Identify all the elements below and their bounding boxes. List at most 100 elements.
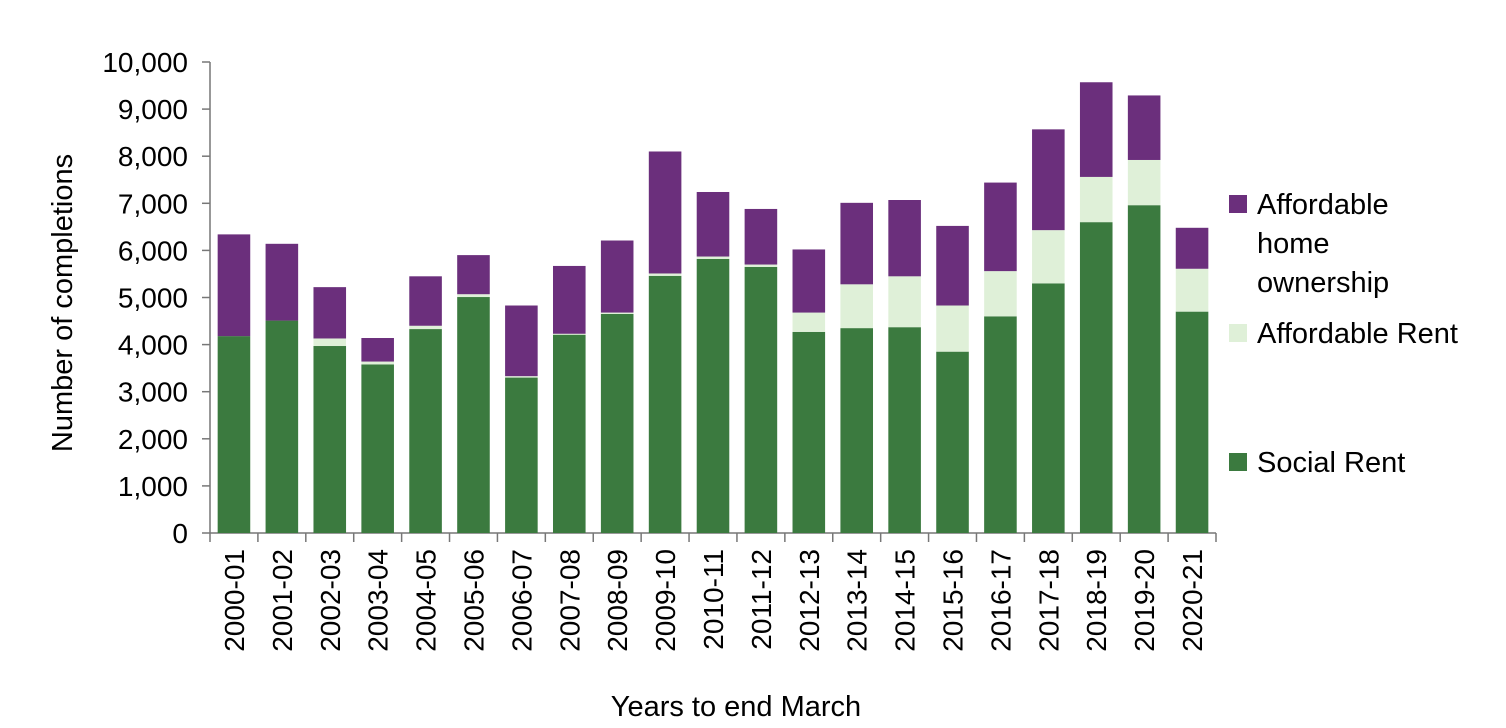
- x-tick-label: 2016-17: [985, 549, 1016, 652]
- bar-social-rent-2015-16: [936, 351, 969, 533]
- legend-swatch-affordable-rent: [1229, 324, 1247, 342]
- x-tick-label: 2010-11: [698, 549, 729, 650]
- y-tick-label: 0: [172, 518, 188, 549]
- bar-affordable-rent-2013-14: [840, 284, 874, 329]
- bar-affordable-home-ownership-2018-19: [1079, 82, 1113, 177]
- bar-affordable-rent-2011-12: [744, 264, 778, 267]
- bar-social-rent-2009-10: [648, 275, 682, 533]
- legend: Affordable home ownership Affordable Rent So…: [1229, 189, 1458, 479]
- x-tick-label: 2018-19: [1081, 549, 1112, 652]
- bar-affordable-rent-2006-07: [505, 376, 538, 378]
- bar-social-rent-2016-17: [984, 316, 1017, 533]
- x-tick-label: 2008-09: [602, 549, 633, 652]
- x-tick-label: 2015-16: [938, 549, 969, 652]
- legend-label-social-rent: Social Rent: [1257, 447, 1405, 479]
- bar-affordable-home-ownership-2010-11: [696, 191, 730, 257]
- bar-social-rent-2007-08: [552, 334, 586, 533]
- bar-affordable-home-ownership-2007-08: [552, 265, 586, 334]
- bar-affordable-home-ownership-2008-09: [600, 240, 634, 313]
- x-tick-label: 2002-03: [315, 549, 346, 652]
- bar-affordable-rent-2020-21: [1175, 268, 1209, 312]
- x-tick-label: 2011-12: [746, 549, 777, 650]
- bar-social-rent-2011-12: [744, 266, 778, 533]
- x-tick-label: 2001-02: [267, 549, 298, 652]
- x-tick-label: 2000-01: [219, 549, 250, 652]
- bar-affordable-home-ownership-2014-15: [888, 200, 921, 277]
- bar-social-rent-2013-14: [840, 328, 874, 533]
- y-tick-label: 4,000: [118, 330, 188, 361]
- bar-affordable-home-ownership-2017-18: [1032, 129, 1065, 231]
- bar-affordable-rent-2009-10: [648, 273, 682, 276]
- bar-affordable-rent-2010-11: [696, 256, 730, 259]
- y-tick-label: 2,000: [118, 424, 188, 455]
- bar-social-rent-2018-19: [1079, 222, 1113, 533]
- x-tick-label: 2007-08: [554, 549, 585, 652]
- bar-social-rent-2002-03: [313, 346, 347, 533]
- y-axis-title: Number of completions: [47, 154, 79, 452]
- bar-affordable-home-ownership-2001-02: [265, 243, 299, 321]
- y-tick-label: 8,000: [118, 141, 188, 172]
- bar-affordable-home-ownership-2005-06: [457, 255, 490, 295]
- bar-affordable-home-ownership-2015-16: [936, 225, 969, 306]
- bar-social-rent-2008-09: [600, 313, 634, 533]
- legend-swatch-social-rent: [1229, 453, 1247, 471]
- y-tick-label: 9,000: [118, 94, 188, 125]
- x-tick-label: 2012-13: [794, 549, 825, 652]
- bar-affordable-rent-2007-08: [552, 333, 586, 335]
- bar-social-rent-2005-06: [457, 297, 490, 533]
- bar-affordable-home-ownership-2004-05: [409, 276, 442, 326]
- x-tick-label: 2017-18: [1033, 549, 1064, 652]
- x-tick-label: 2003-04: [363, 549, 394, 652]
- bar-social-rent-2017-18: [1032, 283, 1065, 533]
- bar-affordable-rent-2002-03: [313, 338, 347, 347]
- bar-affordable-rent-2015-16: [936, 305, 969, 352]
- bar-affordable-home-ownership-2002-03: [313, 287, 347, 339]
- bar-social-rent-2006-07: [505, 377, 538, 533]
- bar-affordable-home-ownership-2011-12: [744, 208, 778, 265]
- bar-affordable-home-ownership-2013-14: [840, 202, 874, 285]
- bar-affordable-rent-2018-19: [1079, 176, 1113, 223]
- bar-affordable-home-ownership-2003-04: [361, 338, 394, 362]
- bar-social-rent-2019-20: [1127, 205, 1161, 533]
- legend-label-affordable-home-ownership: Affordable: [1257, 189, 1389, 221]
- bar-affordable-rent-2005-06: [457, 294, 490, 298]
- bar-social-rent-2020-21: [1175, 311, 1209, 533]
- bar-social-rent-2012-13: [792, 331, 826, 533]
- bar-affordable-rent-2004-05: [409, 325, 442, 330]
- bars: [217, 82, 1209, 533]
- bar-affordable-rent-2003-04: [361, 361, 394, 365]
- bar-affordable-home-ownership-2009-10: [648, 151, 682, 274]
- bar-affordable-rent-2016-17: [984, 271, 1017, 317]
- legend-label-affordable-home-ownership: ownership: [1257, 267, 1389, 299]
- bar-affordable-home-ownership-2019-20: [1127, 95, 1161, 160]
- bar-social-rent-2000-01: [217, 336, 251, 533]
- bar-social-rent-2014-15: [888, 327, 921, 533]
- bar-affordable-home-ownership-2012-13: [792, 249, 826, 313]
- tick-labels: 0 1,000 2,000 3,000 4,000 5,000 6,000 7,000 8,00…: [102, 47, 1208, 652]
- x-tick-label: 2020-21: [1177, 549, 1208, 652]
- y-tick-label: 10,000: [102, 47, 188, 78]
- bar-affordable-rent-2014-15: [888, 276, 921, 328]
- y-tick-label: 5,000: [118, 283, 188, 314]
- x-tick-label: 2013-14: [842, 549, 873, 652]
- x-tick-label: 2005-06: [458, 549, 489, 652]
- y-tick-label: 7,000: [118, 188, 188, 219]
- x-tick-label: 2006-07: [506, 549, 537, 652]
- y-tick-label: 1,000: [118, 471, 188, 502]
- bar-social-rent-2001-02: [265, 320, 299, 533]
- bar-affordable-rent-2017-18: [1032, 230, 1065, 284]
- bar-social-rent-2010-11: [696, 258, 730, 533]
- legend-label-affordable-home-ownership: home: [1257, 228, 1330, 260]
- legend-swatch-affordable-home-ownership: [1229, 195, 1247, 213]
- bar-affordable-home-ownership-2006-07: [505, 305, 538, 377]
- bar-social-rent-2003-04: [361, 364, 394, 533]
- bar-affordable-home-ownership-2020-21: [1175, 227, 1209, 269]
- bar-affordable-home-ownership-2000-01: [217, 234, 251, 337]
- y-tick-label: 3,000: [118, 377, 188, 408]
- x-tick-label: 2004-05: [411, 549, 442, 652]
- x-axis-title: Years to end March: [611, 691, 861, 723]
- bar-affordable-rent-2019-20: [1127, 159, 1161, 206]
- bar-affordable-home-ownership-2016-17: [984, 182, 1017, 272]
